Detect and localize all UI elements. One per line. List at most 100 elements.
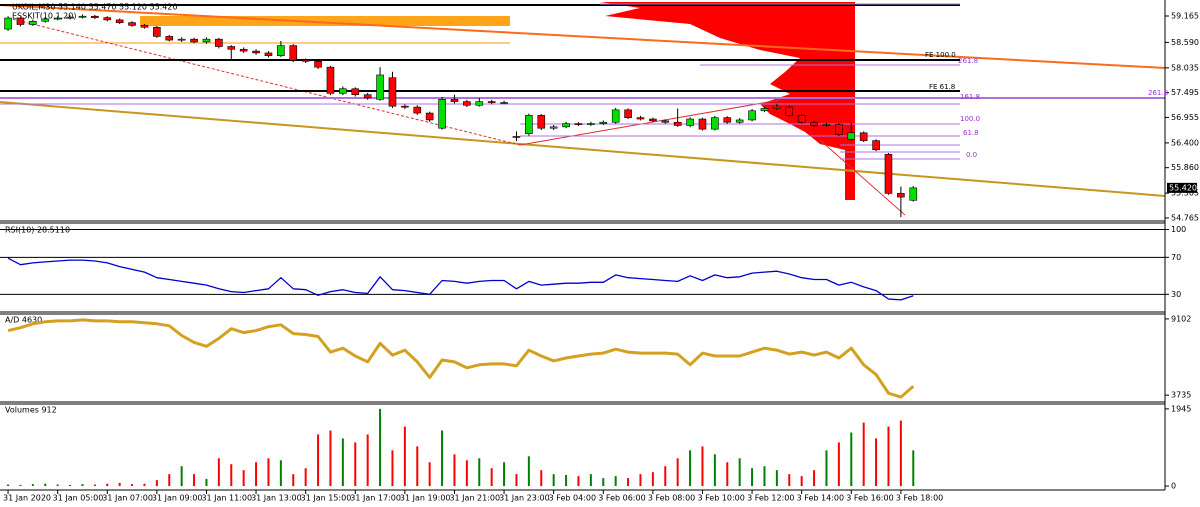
candle-body <box>326 66 335 94</box>
volume-bar <box>689 450 692 487</box>
x-tick-label: 3 Feb 10:00 <box>697 494 744 503</box>
candle-body <box>438 98 446 129</box>
volume-bar <box>701 446 704 487</box>
candle-body <box>673 121 682 126</box>
candle-body <box>562 123 570 128</box>
candle-body <box>487 101 496 103</box>
volume-bar <box>341 438 344 487</box>
candle-body <box>537 115 546 129</box>
trend-line <box>819 139 906 216</box>
volume-bar <box>180 466 183 487</box>
volume-bar <box>143 483 146 487</box>
y-tick-label: 54.765 <box>1171 213 1199 222</box>
panel-title: A/D 4630 <box>5 316 42 325</box>
candle-body <box>897 193 905 198</box>
x-tick-label: 31 Jan 23:00 <box>499 494 550 503</box>
volume-bar <box>577 476 580 487</box>
x-tick-label: 3 Feb 16:00 <box>846 494 893 503</box>
volume-bar <box>242 470 245 487</box>
candle-body <box>636 117 645 120</box>
candle-body <box>525 115 533 135</box>
volume-bar <box>589 474 592 487</box>
candle-body <box>314 60 322 68</box>
candle-body <box>103 17 112 21</box>
volume-profile <box>600 2 855 200</box>
trend-line <box>7 17 521 146</box>
x-tick-label: 31 Jan 13:00 <box>251 494 302 503</box>
candle-body <box>115 19 124 23</box>
volume-bar <box>217 458 220 487</box>
y-tick-label: 30 <box>1171 290 1181 299</box>
y-tick-label: 9102 <box>1171 314 1191 323</box>
y-tick-label: 58.035 <box>1171 63 1199 72</box>
volume-bar <box>565 474 568 487</box>
candle-body <box>425 112 434 121</box>
candle-body <box>723 117 732 123</box>
candle-body <box>549 126 558 129</box>
candle-body <box>53 17 62 20</box>
volume-bar <box>366 434 369 487</box>
candle-body <box>301 59 310 62</box>
candle-body <box>388 77 397 107</box>
volume-bar <box>515 474 518 487</box>
volume-bar <box>763 466 766 487</box>
candle-body <box>277 45 285 56</box>
trend-line <box>519 99 781 146</box>
x-tick-label: 31 Jan 11:00 <box>201 494 252 503</box>
volume-bar <box>453 454 456 487</box>
volume-bar <box>205 478 208 487</box>
candle-body <box>413 106 422 114</box>
candle-body <box>797 115 806 123</box>
candle-body <box>773 106 781 109</box>
candle-body <box>177 38 186 41</box>
volume-bar <box>317 434 320 487</box>
volume-bar <box>899 420 902 487</box>
candle-body <box>748 110 756 121</box>
candle-body <box>785 106 794 116</box>
fibo-label: FE 100.0 <box>925 51 956 59</box>
candle-body <box>128 22 136 26</box>
volume-bar <box>267 458 270 487</box>
candle-body <box>698 118 707 130</box>
candle-body <box>227 46 236 50</box>
volume-bar <box>614 476 617 487</box>
trend-line <box>0 4 1166 69</box>
candle-body <box>599 121 608 124</box>
volume-bar <box>193 474 196 487</box>
y-tick-label: 100 <box>1171 225 1186 234</box>
trend-line <box>0 101 1166 197</box>
x-tick-label: 31 Jan 15:00 <box>301 494 352 503</box>
volume-bar <box>726 462 729 487</box>
x-tick-label: 3 Feb 06:00 <box>598 494 645 503</box>
volume-bar <box>850 432 853 487</box>
candle-body <box>847 132 856 140</box>
candle-body <box>4 17 12 30</box>
volume-bar <box>540 470 543 487</box>
candle-body <box>202 38 211 43</box>
volume-bar <box>118 482 121 487</box>
volume-bar <box>552 474 555 487</box>
candle-body <box>140 25 149 28</box>
candle-body <box>401 105 409 108</box>
chart-title: UKOIL,M30 55.140 55.470 55.120 55.420 <box>12 3 178 12</box>
y-tick-label: 0 <box>1171 482 1176 491</box>
candle-body <box>512 136 521 138</box>
volume-bar <box>713 454 716 487</box>
volume-bar <box>887 426 890 487</box>
candle-body <box>475 101 484 106</box>
volume-bar <box>441 430 444 487</box>
volume-bar <box>527 456 530 487</box>
x-tick-label: 3 Feb 08:00 <box>648 494 695 503</box>
volume-bar <box>738 458 741 487</box>
x-tick-label: 31 Jan 21:00 <box>449 494 500 503</box>
x-tick-label: 31 Jan 17:00 <box>350 494 401 503</box>
volume-bar <box>837 442 840 487</box>
candle-body <box>78 15 87 18</box>
fibo-label: 0.0 <box>966 151 977 159</box>
volume-bar <box>912 450 915 487</box>
y-tick-label: 58.590 <box>1171 38 1199 47</box>
volume-bar <box>788 474 791 487</box>
candle-body <box>884 154 893 194</box>
volume-bar <box>465 460 468 487</box>
